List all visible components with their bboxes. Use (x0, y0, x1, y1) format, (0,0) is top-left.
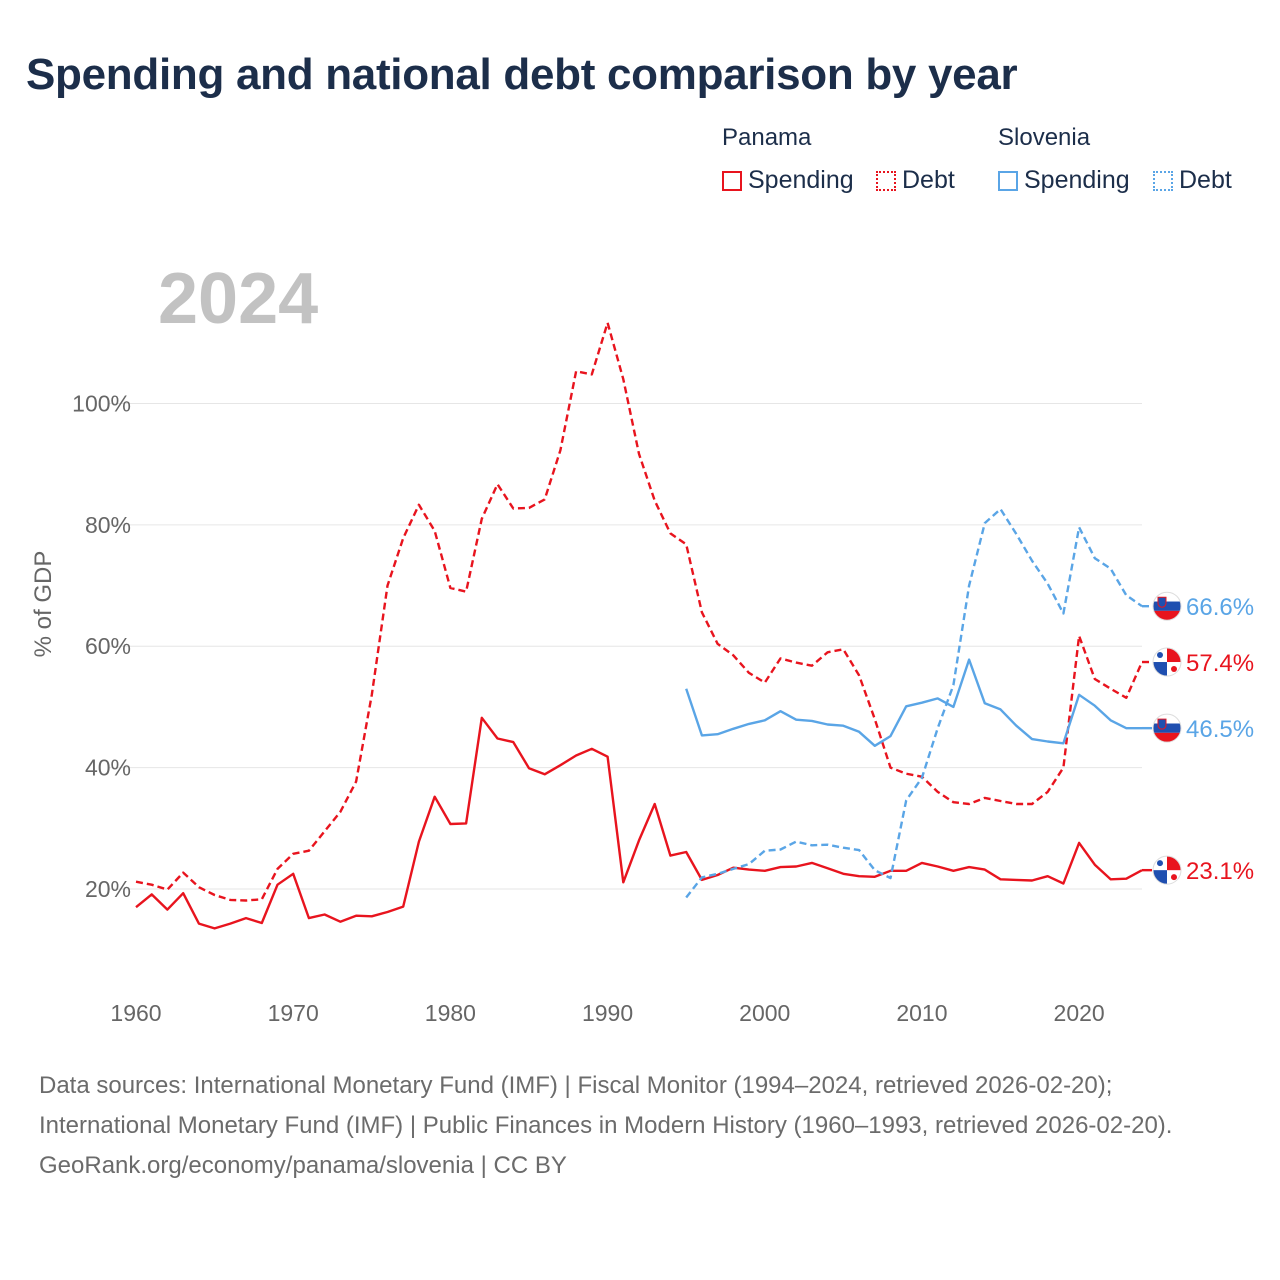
page-title: Spending and national debt comparison by… (26, 50, 1018, 99)
legend-group-title: Slovenia (998, 124, 1091, 151)
x-tick-label: 2010 (896, 1000, 947, 1026)
legend-swatch-dotted (876, 170, 896, 191)
y-tick-label: 80% (85, 512, 131, 538)
legend-swatch-dotted (1153, 170, 1173, 191)
slovenia-flag-icon (1152, 591, 1182, 621)
series-line-panama-debt[interactable] (135, 321, 1144, 902)
legend-label: Spending (748, 166, 854, 194)
x-tick-label: 1960 (110, 1000, 161, 1026)
legend-item-panama-debt[interactable]: Debt (876, 166, 955, 195)
legend-item-slovenia-spending[interactable]: Spending (998, 166, 1130, 195)
y-axis-label: % of GDP (30, 551, 57, 658)
line-chart: 2024 % of GDP 20%40%60%80%100% 1960 1970 1… (30, 259, 1254, 1026)
footer: Data sources: International Monetary Fun… (39, 1066, 1239, 1186)
legend-swatch-solid (998, 170, 1018, 191)
x-tick-label: 1990 (582, 1000, 633, 1026)
x-tick-label: 1970 (268, 1000, 319, 1026)
series-line-panama-spending[interactable] (135, 716, 1143, 930)
series-lines (135, 321, 1144, 930)
panama-flag-icon (1152, 647, 1182, 677)
credit-line[interactable]: GeoRank.org/economy/panama/slovenia | CC… (39, 1152, 567, 1179)
end-value-label: 66.6% (1186, 594, 1254, 621)
x-axis-ticks: 1960 1970 1980 1990 2000 2010 2020 (110, 1000, 1104, 1026)
series-line-slovenia-spending[interactable] (685, 658, 1142, 747)
legend-label: Debt (902, 166, 955, 194)
x-tick-label: 2020 (1054, 1000, 1105, 1026)
y-tick-label: 100% (72, 391, 131, 417)
y-tick-label: 60% (85, 633, 131, 659)
legend-label: Spending (1024, 166, 1130, 194)
grid-lines (108, 403, 1142, 890)
legend-item-panama-spending[interactable]: Spending (722, 166, 854, 195)
legend-label: Debt (1179, 166, 1232, 194)
legend-swatch-solid (722, 170, 742, 191)
end-value-label: 46.5% (1186, 716, 1254, 743)
end-value-label: 57.4% (1186, 650, 1254, 677)
y-tick-label: 20% (85, 876, 131, 902)
y-tick-label: 40% (85, 755, 131, 781)
year-overlay: 2024 (158, 259, 318, 339)
x-tick-label: 2000 (739, 1000, 790, 1026)
end-value-label: 23.1% (1186, 858, 1254, 885)
legend-item-slovenia-debt[interactable]: Debt (1153, 166, 1232, 195)
legend-group-title: Panama (722, 124, 812, 151)
x-tick-label: 1980 (425, 1000, 476, 1026)
slovenia-flag-icon (1152, 713, 1182, 743)
panama-flag-icon (1152, 855, 1182, 885)
y-axis-ticks: 20% 40% 60% 80% 100% (72, 391, 131, 902)
series-line-slovenia-debt[interactable] (685, 507, 1143, 899)
data-sources: Data sources: International Monetary Fun… (39, 1072, 1173, 1139)
end-labels: 57.4% 23.1% 66.6% 46.5% (1142, 591, 1254, 885)
